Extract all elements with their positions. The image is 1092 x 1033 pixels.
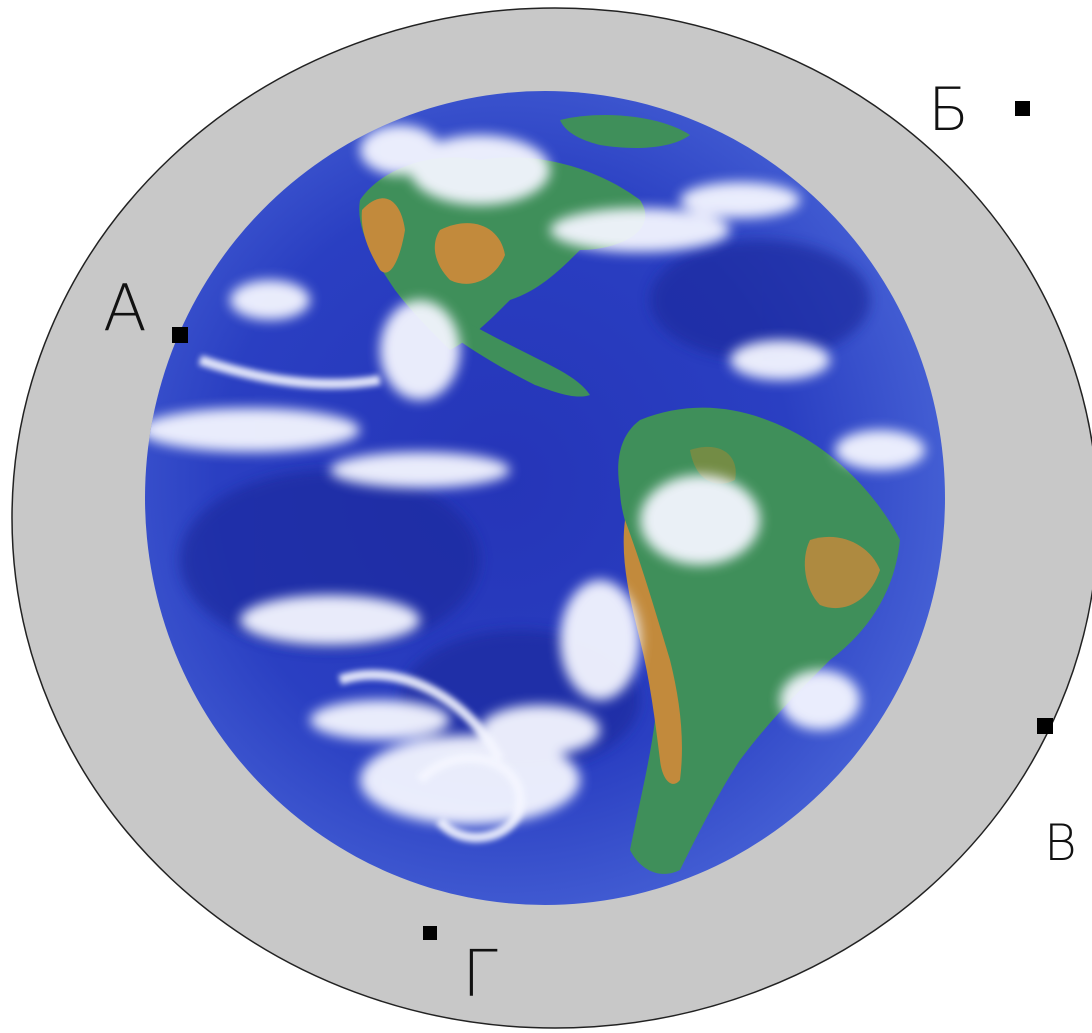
land-north-america: [359, 115, 690, 397]
label-point-b: Б: [928, 75, 969, 145]
square-marker-icon: [1037, 718, 1053, 734]
cloud-cover: [145, 125, 925, 843]
point-markers: [172, 101, 1053, 940]
label-point-v: В: [1044, 814, 1077, 872]
square-marker-icon: [172, 327, 188, 343]
earth-globe-icon: [145, 91, 945, 905]
label-point-g: Г: [462, 938, 498, 1012]
point-labels: А Б В Г: [103, 75, 1077, 1012]
label-point-a: А: [103, 272, 147, 346]
square-marker-icon: [1015, 101, 1030, 116]
square-marker-icon: [423, 926, 437, 940]
